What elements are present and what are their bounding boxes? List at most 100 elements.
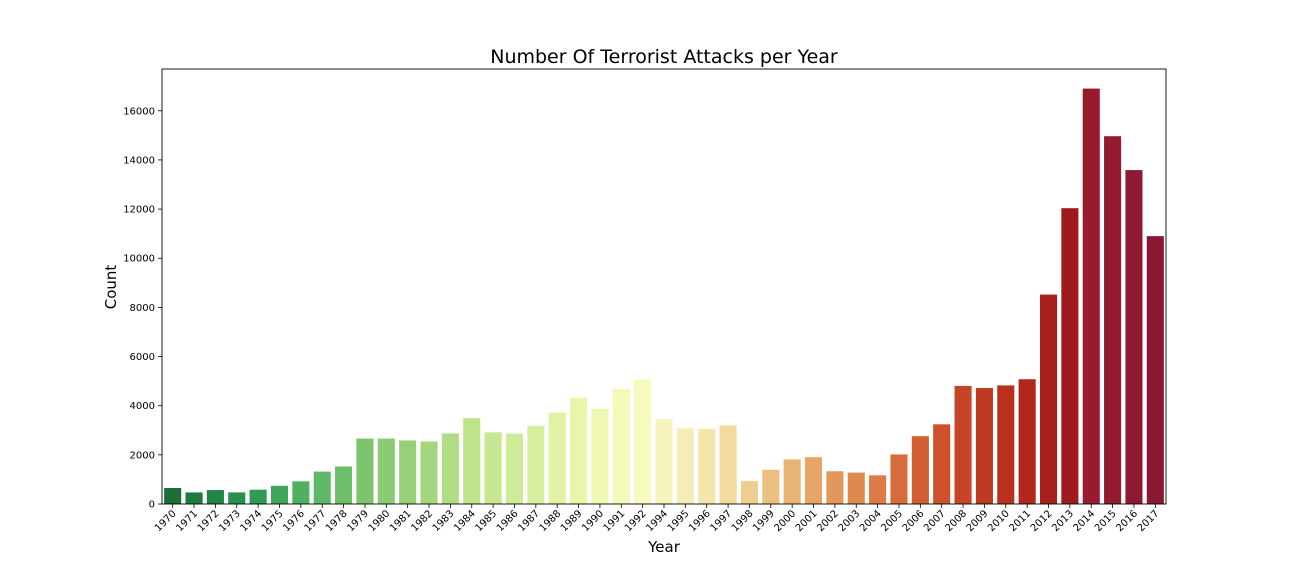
y-tick-label: 6000 xyxy=(130,352,155,363)
x-tick-label: 2009 xyxy=(965,508,991,534)
x-tick-label: 1994 xyxy=(644,508,670,534)
x-tick-label: 1986 xyxy=(495,508,521,534)
x-tick-label: 1995 xyxy=(666,508,692,534)
y-tick-label: 0 xyxy=(149,500,155,511)
bar-1992 xyxy=(634,379,652,504)
bar-2003 xyxy=(847,472,865,504)
y-tick-label: 2000 xyxy=(130,450,155,461)
x-tick-label: 2014 xyxy=(1072,508,1098,534)
bar-2007 xyxy=(933,424,951,504)
x-tick-label: 1999 xyxy=(751,508,777,534)
x-tick-label: 1992 xyxy=(623,508,649,534)
bar-1980 xyxy=(377,438,395,504)
x-tick-label: 2002 xyxy=(815,508,841,534)
bar-2017 xyxy=(1146,236,1164,504)
x-tick-label: 2003 xyxy=(837,508,863,534)
bar-2013 xyxy=(1061,208,1079,504)
y-tick-label: 4000 xyxy=(130,401,155,412)
x-tick-label: 2011 xyxy=(1007,508,1033,534)
bar-1974 xyxy=(249,489,267,504)
bar-1970 xyxy=(164,488,182,504)
x-tick-label: 2006 xyxy=(901,508,927,534)
bar-1975 xyxy=(270,485,289,504)
bar-1977 xyxy=(313,471,331,504)
bar-1988 xyxy=(548,412,566,504)
x-tick-label: 1974 xyxy=(238,508,264,534)
x-tick-label: 1975 xyxy=(260,508,286,534)
x-tick-label: 1979 xyxy=(345,508,371,534)
bar-1994 xyxy=(655,419,673,504)
bar-2002 xyxy=(826,471,844,504)
x-tick-label: 1977 xyxy=(303,508,329,534)
x-tick-label: 2001 xyxy=(794,508,820,534)
bar-2006 xyxy=(911,436,929,504)
y-tick-label: 8000 xyxy=(130,303,155,314)
x-tick-label: 1985 xyxy=(473,508,499,534)
bar-1984 xyxy=(463,418,481,504)
x-tick-label: 1997 xyxy=(708,508,734,534)
plot-frame xyxy=(161,68,1167,505)
bar-1971 xyxy=(185,492,203,504)
bar-1990 xyxy=(591,408,609,504)
x-tick-label: 1982 xyxy=(409,508,435,534)
x-tick-label: 2004 xyxy=(858,508,884,534)
x-tick-label: 2016 xyxy=(1114,508,1140,534)
x-tick-label: 1991 xyxy=(602,508,628,534)
x-tick-label: 2012 xyxy=(1029,508,1055,534)
x-tick-label: 1970 xyxy=(153,508,179,534)
y-axis-ticks: 0 2000 4000 6000 8000 10000 12000 14000 16000 xyxy=(123,106,162,511)
bar-1979 xyxy=(356,438,374,504)
x-tick-label: 2015 xyxy=(1093,508,1119,534)
bar-2000 xyxy=(783,459,801,504)
bar-1973 xyxy=(228,492,246,504)
x-tick-label: 2007 xyxy=(922,508,948,534)
x-axis-ticks: 1970197119721973197419751976197719781979… xyxy=(153,504,1161,534)
bar-2005 xyxy=(890,454,908,504)
x-tick-label: 1988 xyxy=(538,508,564,534)
x-tick-label: 2005 xyxy=(879,508,905,534)
y-axis-label: Count xyxy=(102,265,120,310)
x-tick-label: 1989 xyxy=(559,508,585,534)
x-tick-label: 1983 xyxy=(431,508,457,534)
x-tick-label: 1996 xyxy=(687,508,713,534)
bar-1982 xyxy=(420,441,438,504)
bar-1989 xyxy=(570,397,588,504)
bar-1985 xyxy=(484,432,502,504)
x-tick-label: 1971 xyxy=(174,508,200,534)
bar-2011 xyxy=(1018,379,1036,504)
bar-1983 xyxy=(441,433,459,504)
bar-2012 xyxy=(1039,294,1058,504)
bars-group xyxy=(164,88,1164,504)
bar-1981 xyxy=(399,440,417,504)
y-tick-label: 12000 xyxy=(123,205,155,216)
bar-1991 xyxy=(612,388,630,504)
x-tick-label: 1980 xyxy=(367,508,393,534)
bar-1999 xyxy=(762,469,780,504)
bar-1986 xyxy=(505,433,524,504)
bar-1976 xyxy=(292,481,310,504)
x-tick-label: 1998 xyxy=(730,508,756,534)
bar-2015 xyxy=(1104,136,1122,504)
y-tick-label: 14000 xyxy=(123,155,155,166)
bar-1995 xyxy=(676,428,694,504)
x-tick-label: 2010 xyxy=(986,508,1012,534)
bar-2014 xyxy=(1082,88,1100,504)
x-tick-label: 2013 xyxy=(1050,508,1076,534)
y-tick-label: 16000 xyxy=(123,106,155,117)
bar-1997 xyxy=(719,425,737,504)
x-tick-label: 2000 xyxy=(773,508,799,534)
bar-2016 xyxy=(1125,170,1143,504)
x-tick-label: 2008 xyxy=(943,508,969,534)
x-axis-label: Year xyxy=(647,538,681,556)
x-tick-label: 1972 xyxy=(196,508,222,534)
x-tick-label: 1978 xyxy=(324,508,350,534)
bar-1996 xyxy=(698,428,716,504)
bar-1987 xyxy=(527,425,545,504)
y-tick-label: 10000 xyxy=(123,254,155,265)
x-tick-label: 1984 xyxy=(452,508,478,534)
bar-1978 xyxy=(335,466,353,504)
x-tick-label: 2017 xyxy=(1136,508,1162,534)
bar-1998 xyxy=(740,481,758,504)
bar-2001 xyxy=(804,457,823,504)
